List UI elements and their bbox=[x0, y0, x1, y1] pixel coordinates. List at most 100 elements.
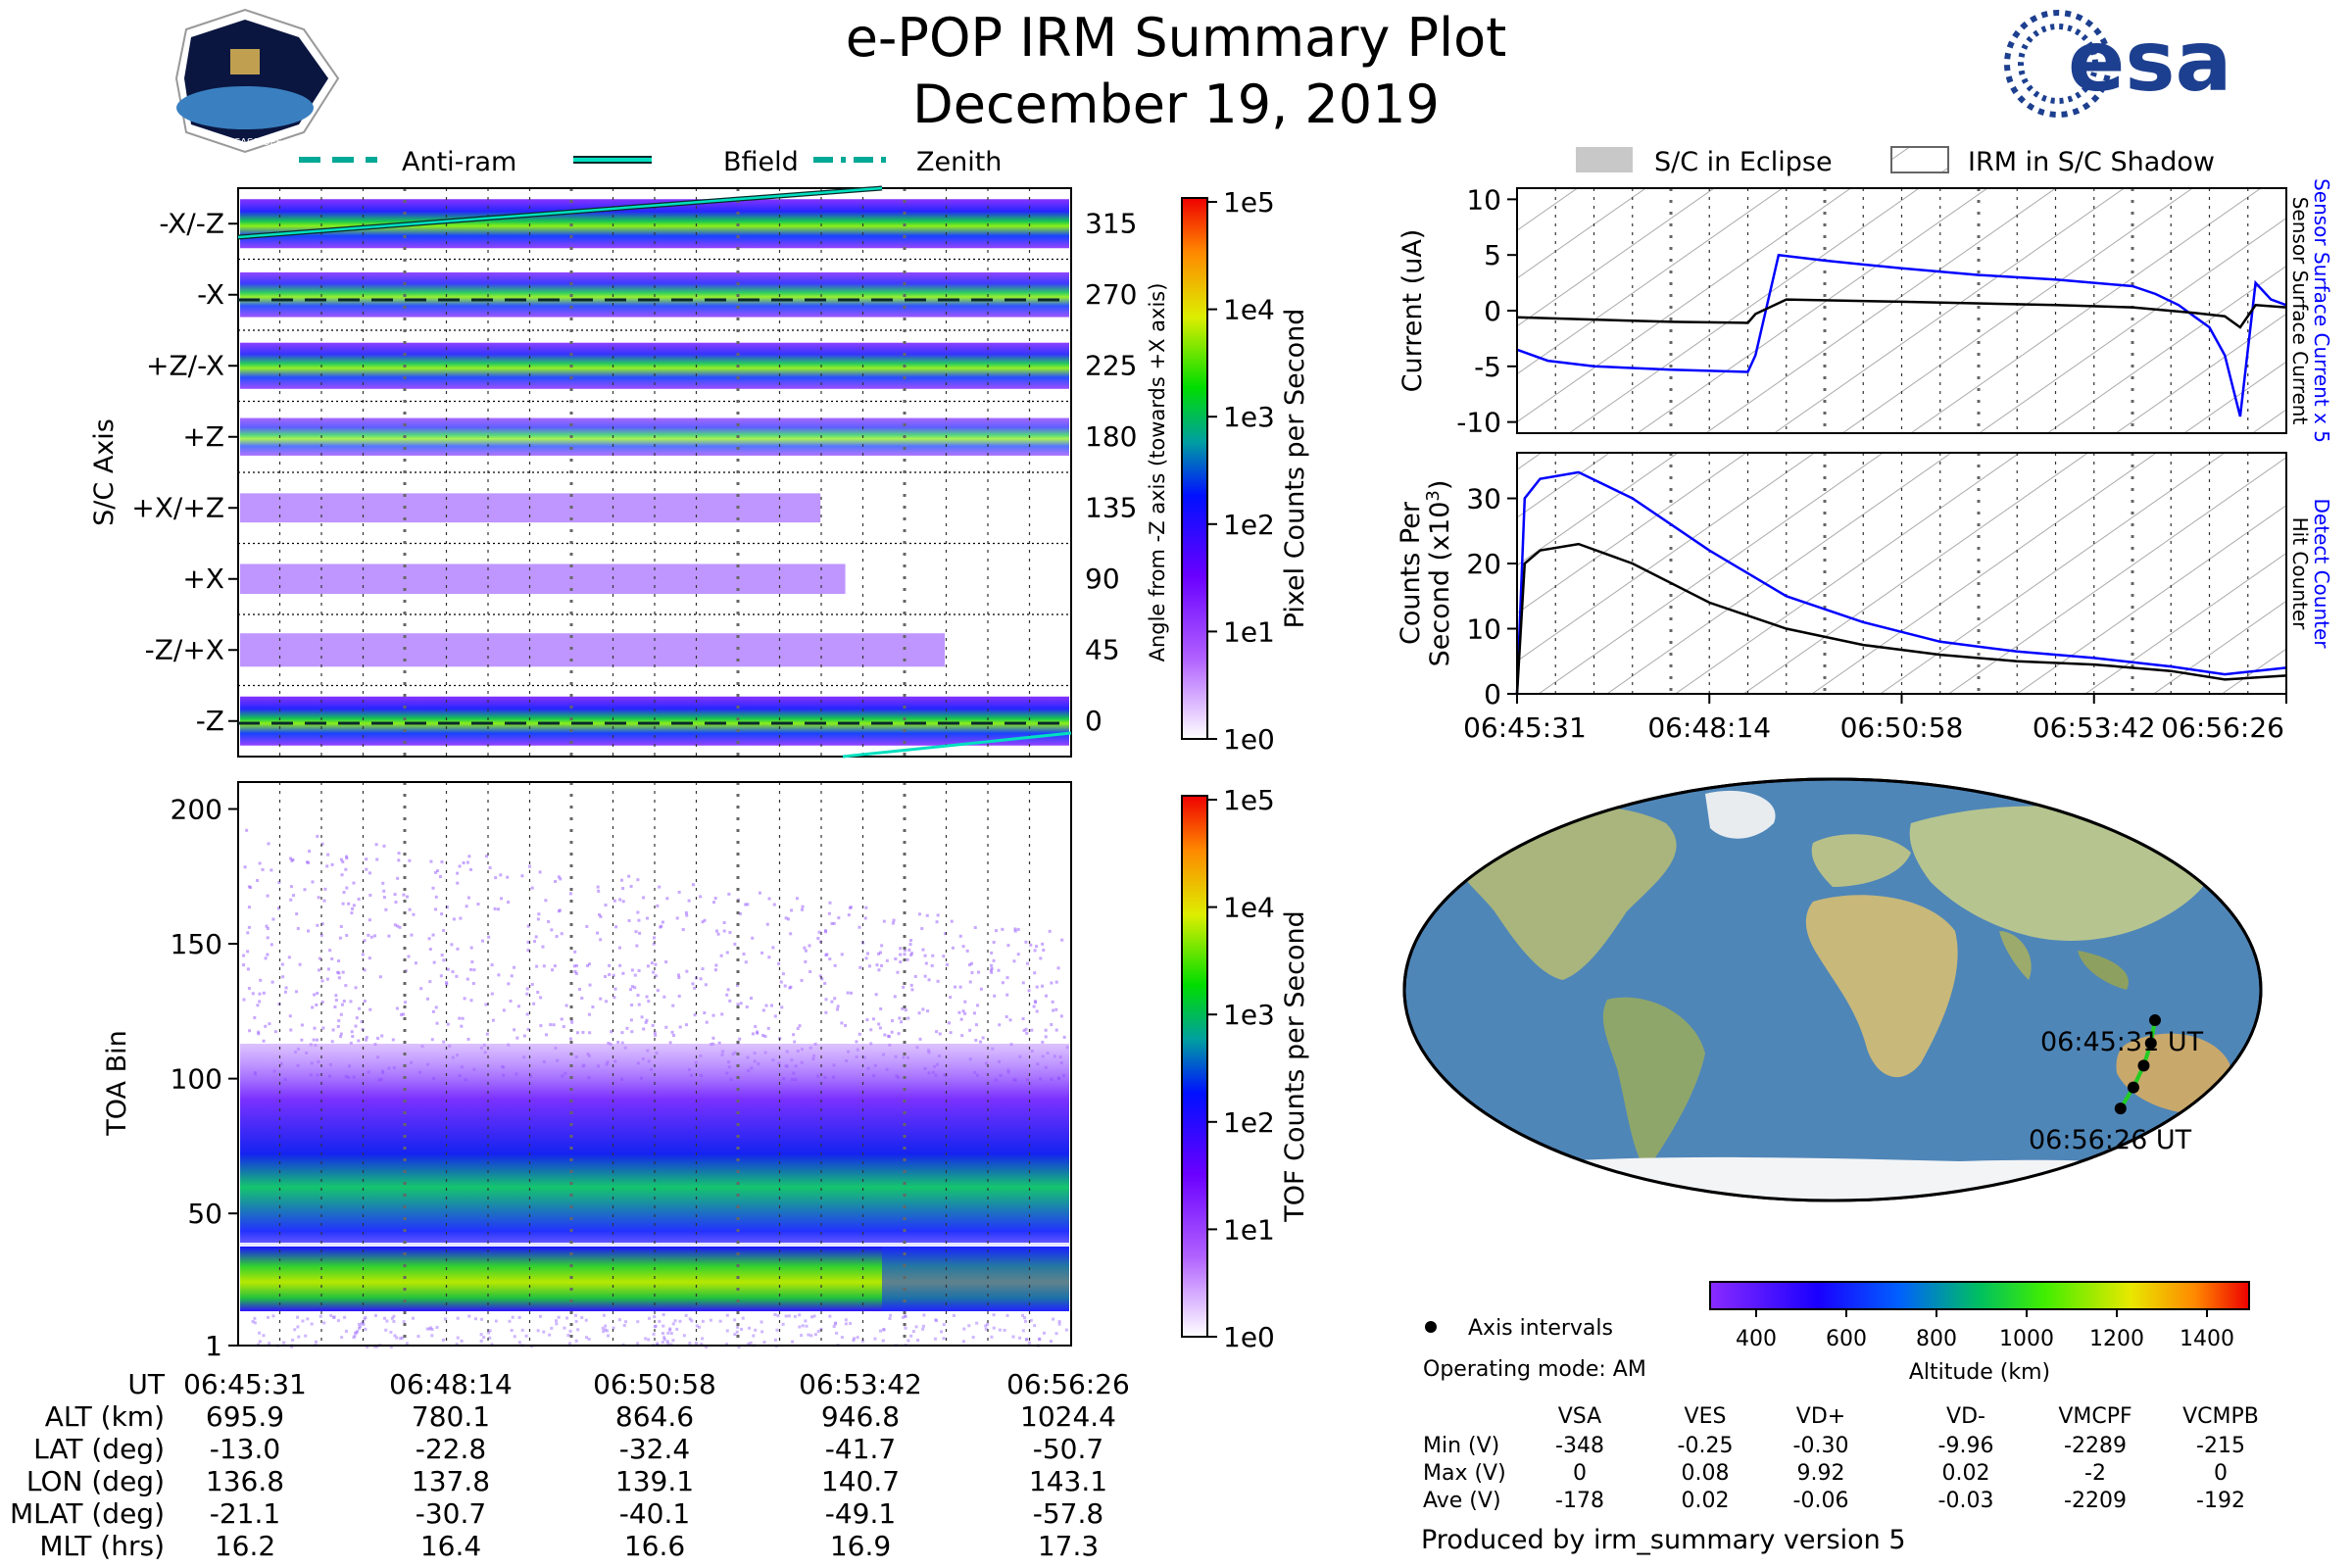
toa-scatter-point bbox=[262, 1334, 266, 1338]
toa-scatter-point bbox=[332, 1315, 336, 1319]
toa-scatter-point bbox=[511, 1315, 514, 1319]
toa-scatter-point bbox=[1057, 1322, 1061, 1326]
toa-scatter-point bbox=[801, 1324, 805, 1328]
toa-scatter-point bbox=[816, 1329, 820, 1333]
toa-scatter-point bbox=[713, 897, 717, 901]
sc-axis-tick-label: +X/+Z bbox=[131, 491, 224, 523]
toa-scatter-point bbox=[373, 934, 377, 938]
toa-scatter-point bbox=[779, 980, 783, 984]
toa-tick-label: 50 bbox=[187, 1198, 222, 1230]
toa-scatter-point bbox=[864, 906, 868, 909]
toa-scatter-point bbox=[296, 926, 300, 930]
time-tick-label: 06:50:58 bbox=[1840, 711, 1964, 744]
toa-scatter-point bbox=[924, 961, 928, 965]
toa-scatter-point bbox=[654, 974, 658, 978]
toa-scatter-point bbox=[619, 878, 623, 882]
colorbar-tick-label: 1e1 bbox=[1223, 1213, 1275, 1246]
toa-scatter-point bbox=[677, 994, 681, 998]
toa-scatter-point bbox=[761, 1008, 765, 1012]
toa-scatter-point bbox=[921, 948, 925, 952]
toa-scatter-point bbox=[848, 906, 852, 909]
toa-scatter-point bbox=[830, 921, 834, 925]
toa-scatter-point bbox=[526, 940, 530, 944]
shadow-legend: S/C in Eclipse IRM in S/C Shadow bbox=[1576, 146, 2215, 177]
toa-scatter-point bbox=[585, 924, 589, 928]
toa-scatter-point bbox=[510, 1329, 514, 1333]
toa-scatter-point bbox=[289, 1028, 293, 1032]
toa-scatter-point bbox=[633, 973, 637, 977]
angle-tick-label: 315 bbox=[1085, 207, 1137, 239]
toa-scatter-point bbox=[833, 963, 837, 967]
toa-scatter-point bbox=[339, 924, 343, 928]
toa-scatter-point bbox=[313, 993, 317, 997]
toa-scatter-point bbox=[322, 899, 326, 903]
toa-scatter-point bbox=[897, 1032, 901, 1036]
toa-scatter-point bbox=[741, 1316, 745, 1320]
toa-scatter-point bbox=[364, 1327, 368, 1331]
toa-scatter-point bbox=[357, 1039, 361, 1043]
toa-scatter-point bbox=[368, 893, 372, 897]
orbit-cell: -57.8 bbox=[1033, 1497, 1103, 1530]
toa-scatter-point bbox=[846, 991, 850, 995]
toa-scatter-point bbox=[672, 1034, 676, 1038]
altitude-colorbar-label: Altitude (km) bbox=[1909, 1360, 2050, 1385]
toa-scatter-point bbox=[469, 999, 473, 1003]
toa-scatter-point bbox=[363, 968, 367, 972]
toa-scatter-point bbox=[311, 1005, 315, 1009]
toa-scatter-point bbox=[662, 1336, 666, 1340]
toa-scatter-point bbox=[675, 1327, 679, 1331]
toa-scatter-point bbox=[581, 1031, 585, 1035]
toa-scatter-point bbox=[281, 975, 285, 979]
operating-mode-label: Operating mode: AM bbox=[1423, 1357, 1646, 1382]
toa-scatter-point bbox=[357, 897, 361, 901]
line-panel-tick-label: -5 bbox=[1474, 351, 1501, 383]
toa-scatter-point bbox=[331, 1028, 335, 1032]
toa-scatter-point bbox=[293, 1328, 297, 1332]
toa-scatter-point bbox=[635, 944, 639, 948]
toa-scatter-point bbox=[351, 906, 355, 910]
toa-scatter-point bbox=[366, 1345, 369, 1348]
toa-tick-label: 200 bbox=[171, 794, 222, 826]
toa-scatter-point bbox=[247, 925, 251, 929]
toa-scatter-point bbox=[557, 1315, 561, 1319]
toa-scatter-point bbox=[1030, 1028, 1034, 1032]
toa-scatter-point bbox=[633, 986, 637, 990]
toa-scatter-point bbox=[1026, 961, 1030, 965]
voltage-cell: 0 bbox=[2214, 1461, 2228, 1486]
toa-scatter-point bbox=[270, 868, 273, 872]
toa-scatter-point bbox=[337, 1019, 341, 1023]
toa-scatter-point bbox=[926, 1009, 930, 1013]
toa-scatter-point bbox=[355, 1016, 359, 1020]
toa-scatter-point bbox=[990, 1335, 994, 1339]
toa-scatter-point bbox=[671, 1339, 675, 1343]
toa-scatter-point bbox=[863, 916, 867, 920]
toa-scatter-point bbox=[338, 936, 342, 940]
toa-scatter-point bbox=[357, 1322, 361, 1326]
toa-scatter-point bbox=[253, 1015, 257, 1019]
toa-scatter-point bbox=[1054, 1332, 1058, 1336]
toa-scatter-point bbox=[341, 970, 345, 974]
toa-scatter-point bbox=[509, 999, 513, 1003]
toa-scatter-point bbox=[376, 1036, 380, 1040]
toa-scatter-point bbox=[798, 1313, 802, 1317]
toa-scatter-point bbox=[510, 974, 514, 978]
toa-scatter-point bbox=[891, 1019, 895, 1023]
toa-scatter-point bbox=[440, 912, 444, 916]
toa-scatter-point bbox=[681, 928, 685, 932]
toa-scatter-point bbox=[906, 1016, 910, 1020]
toa-scatter-point bbox=[266, 953, 270, 956]
toa-scatter-point bbox=[979, 1040, 983, 1044]
toa-scatter-point bbox=[604, 904, 608, 907]
toa-scatter-point bbox=[480, 1317, 484, 1321]
toa-scatter-point bbox=[573, 950, 577, 954]
toa-scatter-point bbox=[1027, 989, 1031, 993]
toa-scatter-point bbox=[693, 1013, 697, 1017]
toa-scatter-point bbox=[728, 999, 732, 1003]
toa-scatter-point bbox=[738, 1037, 742, 1041]
line-panel-tick-label: 10 bbox=[1466, 613, 1501, 646]
toa-scatter-point bbox=[316, 923, 319, 927]
toa-scatter-point bbox=[287, 956, 291, 959]
toa-scatter-point bbox=[654, 1324, 658, 1328]
toa-scatter-point bbox=[906, 957, 909, 961]
toa-scatter-point bbox=[940, 1330, 944, 1334]
